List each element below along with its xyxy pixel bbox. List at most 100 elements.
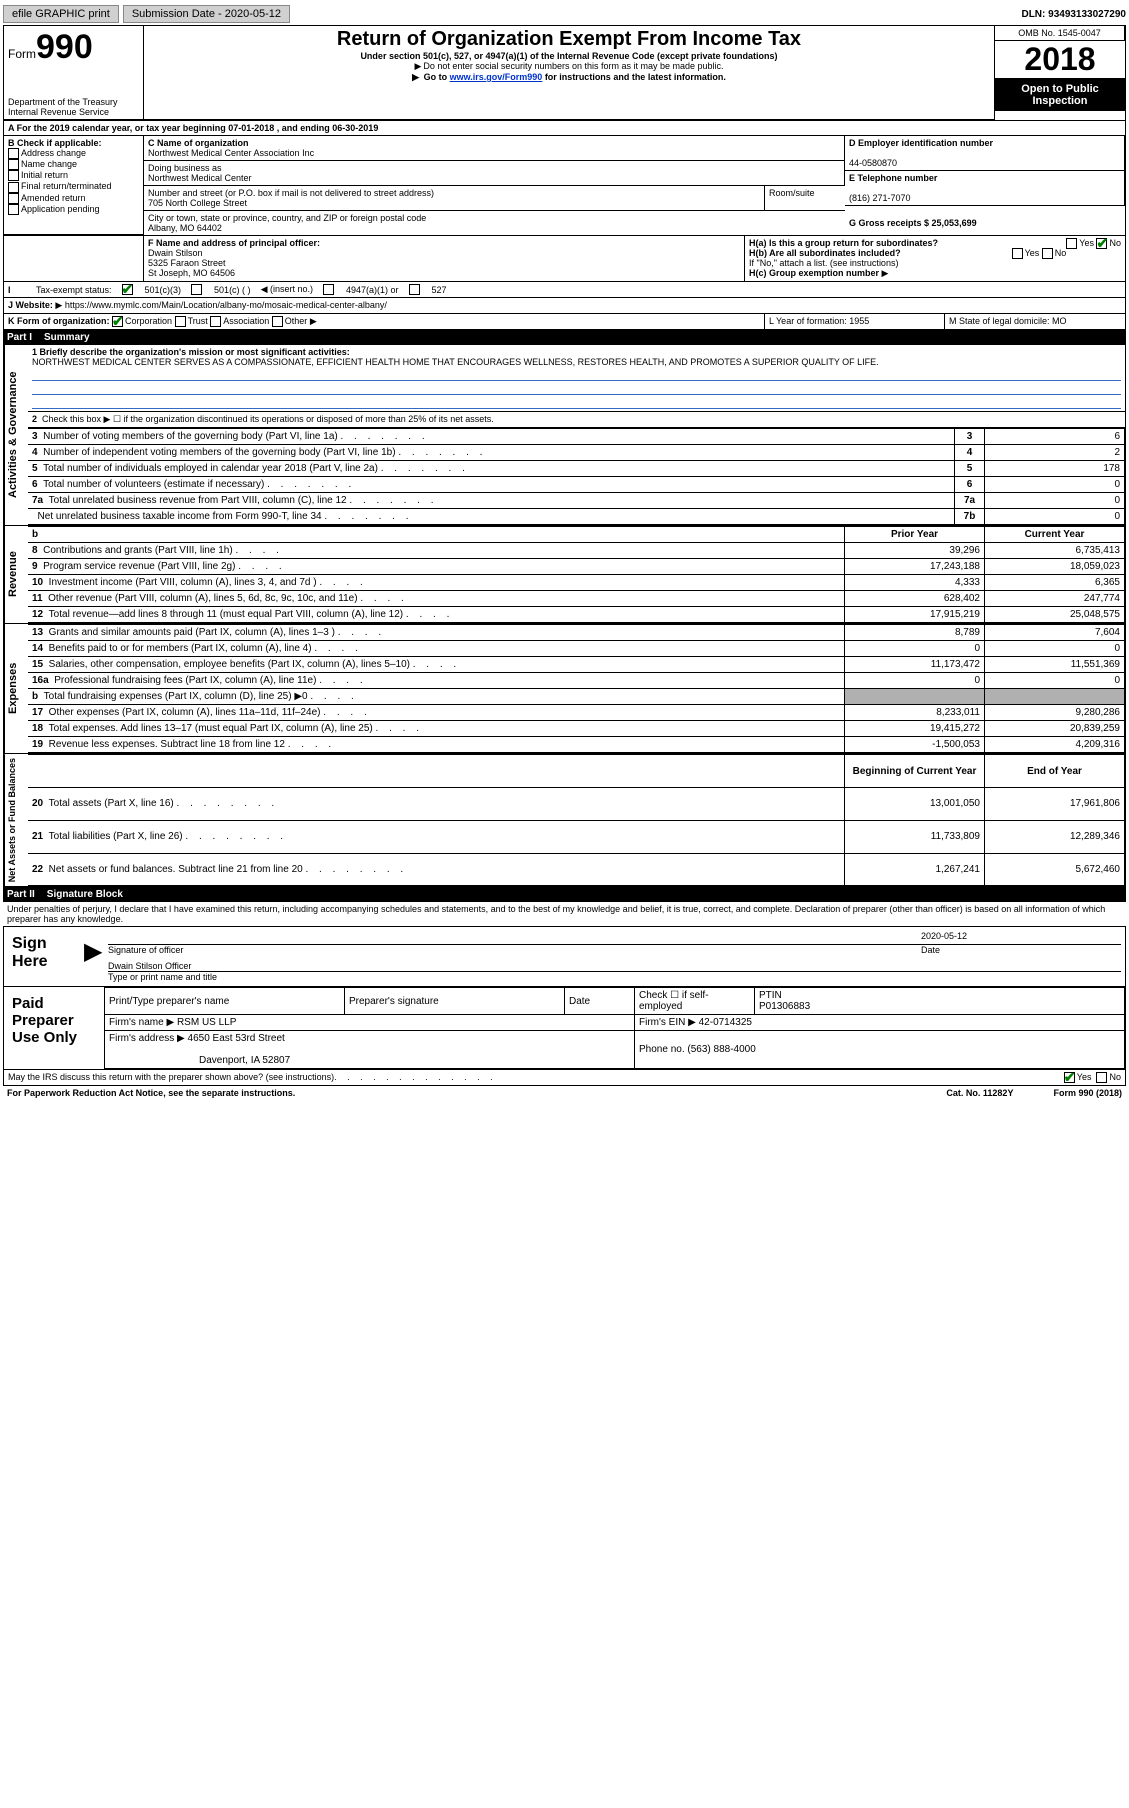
checkbox-assoc[interactable] xyxy=(210,316,221,327)
checkbox-501c[interactable] xyxy=(191,284,202,295)
netassets-table: Beginning of Current YearEnd of Year20 T… xyxy=(28,754,1125,886)
expenses-table: 13 Grants and similar amounts paid (Part… xyxy=(28,624,1125,753)
entity-block: B Check if applicable: Address changeNam… xyxy=(3,136,1126,236)
checkbox-option[interactable]: Address change xyxy=(8,148,139,159)
box-g: G Gross receipts $ 25,053,699 xyxy=(845,206,1125,230)
revenue-block: Revenue bPrior YearCurrent Year8 Contrib… xyxy=(3,526,1126,624)
form-title: Return of Organization Exempt From Incom… xyxy=(148,28,990,51)
table-row: 9 Program service revenue (Part VIII, li… xyxy=(28,559,1125,575)
netassets-label: Net Assets or Fund Balances xyxy=(4,754,28,886)
box-h: H(a) Is this a group return for subordin… xyxy=(745,236,1125,281)
table-row: 7a Total unrelated business revenue from… xyxy=(28,493,1125,509)
table-row: 11 Other revenue (Part VIII, column (A),… xyxy=(28,591,1125,607)
table-row: 14 Benefits paid to or for members (Part… xyxy=(28,641,1125,657)
paid-preparer-block: Paid Preparer Use Only Print/Type prepar… xyxy=(3,987,1126,1070)
checkbox-discuss-yes[interactable] xyxy=(1064,1072,1075,1083)
checkbox-option[interactable]: Application pending xyxy=(8,204,139,215)
revenue-label: Revenue xyxy=(4,526,28,623)
toolbar: efile GRAPHIC print Submission Date - 20… xyxy=(3,3,1126,25)
box-c-dba: Doing business as Northwest Medical Cent… xyxy=(144,161,845,186)
sign-block: Sign Here ▶ Signature of officer 2020-05… xyxy=(3,926,1126,987)
checkbox-discuss-no[interactable] xyxy=(1096,1072,1107,1083)
governance-table: 3 Number of voting members of the govern… xyxy=(28,428,1125,525)
table-row: 4 Number of independent voting members o… xyxy=(28,445,1125,461)
box-c-room: Room/suite xyxy=(765,186,845,211)
penalty-text: Under penalties of perjury, I declare th… xyxy=(3,902,1126,926)
checkbox-ha-no[interactable] xyxy=(1096,238,1107,249)
table-row: b Total fundraising expenses (Part IX, c… xyxy=(28,689,1125,705)
checkbox-option[interactable]: Initial return xyxy=(8,170,139,181)
preparer-table: Print/Type preparer's name Preparer's si… xyxy=(104,987,1125,1069)
checkbox-hb-no[interactable] xyxy=(1042,248,1053,259)
table-row: 22 Net assets or fund balances. Subtract… xyxy=(28,853,1125,886)
table-row: Net unrelated business taxable income fr… xyxy=(28,509,1125,525)
table-header-row: Beginning of Current YearEnd of Year xyxy=(28,755,1125,788)
note-ssn: Do not enter social security numbers on … xyxy=(148,61,990,72)
part2-header: Part II Signature Block xyxy=(3,887,1126,902)
website-url[interactable]: https://www.mymlc.com/Main/Location/alba… xyxy=(65,300,387,310)
tax-year: 2018 xyxy=(995,41,1125,79)
table-row: 18 Total expenses. Add lines 13–17 (must… xyxy=(28,721,1125,737)
table-row: 6 Total number of volunteers (estimate i… xyxy=(28,477,1125,493)
form-header: Form990 Department of the Treasury Inter… xyxy=(3,25,1126,121)
page-footer: For Paperwork Reduction Act Notice, see … xyxy=(3,1086,1126,1100)
checkbox-ha-yes[interactable] xyxy=(1066,238,1077,249)
revenue-table: bPrior YearCurrent Year8 Contributions a… xyxy=(28,526,1125,623)
governance-label: Activities & Governance xyxy=(4,345,28,525)
box-f: F Name and address of principal officer:… xyxy=(144,236,745,281)
table-row: 3 Number of voting members of the govern… xyxy=(28,429,1125,445)
paid-preparer-label: Paid Preparer Use Only xyxy=(4,987,104,1069)
box-e: E Telephone number (816) 271-7070 xyxy=(845,171,1125,206)
checkbox-hb-yes[interactable] xyxy=(1012,248,1023,259)
checkbox-4947[interactable] xyxy=(323,284,334,295)
form-subtitle: Under section 501(c), 527, or 4947(a)(1)… xyxy=(148,51,990,61)
table-row: 16a Professional fundraising fees (Part … xyxy=(28,673,1125,689)
table-row: 20 Total assets (Part X, line 16) . . . … xyxy=(28,787,1125,820)
checkbox-option[interactable]: Final return/terminated xyxy=(8,181,139,192)
table-row: 19 Revenue less expenses. Subtract line … xyxy=(28,737,1125,753)
part1-body: Activities & Governance 1 Briefly descri… xyxy=(3,345,1126,526)
open-inspection: Open to Public Inspection xyxy=(995,79,1125,111)
table-header-row: bPrior YearCurrent Year xyxy=(28,527,1125,543)
officer-block: F Name and address of principal officer:… xyxy=(3,236,1126,282)
status-block: I Tax-exempt status: 501(c)(3) 501(c) ( … xyxy=(3,282,1126,298)
table-row: 5 Total number of individuals employed i… xyxy=(28,461,1125,477)
box-c-city: City or town, state or province, country… xyxy=(144,211,845,235)
checkbox-527[interactable] xyxy=(409,284,420,295)
checkbox-trust[interactable] xyxy=(175,316,186,327)
checkbox-other[interactable] xyxy=(272,316,283,327)
table-row: 12 Total revenue—add lines 8 through 11 … xyxy=(28,607,1125,623)
omb-label: OMB No. 1545-0047 xyxy=(995,26,1125,41)
box-b: B Check if applicable: Address changeNam… xyxy=(4,136,144,235)
mission-text: NORTHWEST MEDICAL CENTER SERVES AS A COM… xyxy=(32,357,879,367)
checkbox-corp[interactable] xyxy=(112,316,123,327)
netassets-block: Net Assets or Fund Balances Beginning of… xyxy=(3,754,1126,887)
box-c-addr: Number and street (or P.O. box if mail i… xyxy=(144,186,765,211)
sign-here-label: Sign Here xyxy=(4,927,84,986)
website-block: J Website: ▶ https://www.mymlc.com/Main/… xyxy=(3,298,1126,314)
table-row: 17 Other expenses (Part IX, column (A), … xyxy=(28,705,1125,721)
checkbox-501c3[interactable] xyxy=(122,284,133,295)
note-goto: Go to www.irs.gov/Form990 for instructio… xyxy=(148,72,990,83)
box-l: L Year of formation: 1955 xyxy=(765,314,945,329)
table-row: 21 Total liabilities (Part X, line 26) .… xyxy=(28,820,1125,853)
irs-link[interactable]: www.irs.gov/Form990 xyxy=(450,72,543,82)
form-990-label: Form990 xyxy=(8,28,139,67)
checkbox-option[interactable]: Amended return xyxy=(8,193,139,204)
box-d: D Employer identification number 44-0580… xyxy=(845,136,1125,171)
period-line: A For the 2019 calendar year, or tax yea… xyxy=(3,121,1126,136)
box-m: M State of legal domicile: MO xyxy=(945,314,1125,329)
checkbox-option[interactable]: Name change xyxy=(8,159,139,170)
expenses-block: Expenses 13 Grants and similar amounts p… xyxy=(3,624,1126,754)
klm-block: K Form of organization: Corporation Trus… xyxy=(3,314,1126,330)
discuss-line: May the IRS discuss this return with the… xyxy=(3,1070,1126,1086)
table-row: 15 Salaries, other compensation, employe… xyxy=(28,657,1125,673)
expenses-label: Expenses xyxy=(4,624,28,753)
dept-label: Department of the Treasury Internal Reve… xyxy=(8,97,139,117)
table-row: 10 Investment income (Part VIII, column … xyxy=(28,575,1125,591)
part1-header: Part I Summary xyxy=(3,330,1126,345)
table-row: 8 Contributions and grants (Part VIII, l… xyxy=(28,543,1125,559)
sign-arrow-icon: ▶ xyxy=(84,927,104,986)
submission-button[interactable]: Submission Date - 2020-05-12 xyxy=(123,5,290,23)
efile-button[interactable]: efile GRAPHIC print xyxy=(3,5,119,23)
